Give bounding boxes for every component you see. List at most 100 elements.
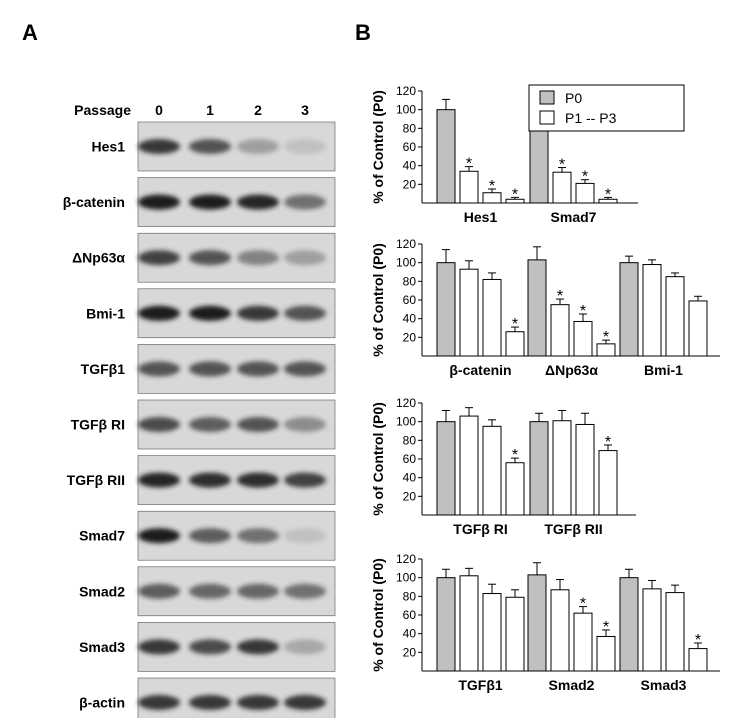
y-tick-label: 20 (403, 489, 417, 503)
category-label: TGFβ RII (544, 521, 602, 537)
blot-band (138, 583, 180, 599)
lane-label: 0 (155, 102, 163, 118)
y-tick-label: 100 (396, 415, 416, 429)
blot-row: β-actin (79, 677, 336, 718)
legend-label-p0: P0 (565, 90, 582, 106)
y-tick-label: 60 (403, 452, 417, 466)
blot-row: β-catenin (63, 177, 336, 227)
bar (482, 593, 502, 672)
y-tick-label: 100 (396, 256, 416, 270)
blot-band (284, 639, 326, 655)
blot-band (189, 417, 231, 432)
panel-a-letter: A (22, 20, 38, 45)
blot-band (138, 139, 180, 154)
category-label: ΔNp63α (545, 362, 598, 378)
blot-band (237, 639, 279, 655)
blot-band (237, 528, 279, 544)
significance-marker: * (605, 186, 611, 203)
blot-band (138, 305, 180, 321)
bar-chart: 20 40 60 80 100 120 % of Control (P0) * * * Hes1 * *… (370, 84, 638, 225)
blot-band (284, 361, 326, 377)
blot-band (284, 695, 326, 710)
legend-swatch-p1-p3 (539, 110, 555, 125)
blot-band (189, 695, 231, 710)
bar (459, 268, 479, 357)
bar (575, 423, 595, 516)
y-tick-label: 20 (403, 330, 417, 344)
blot-band (237, 361, 279, 377)
bar (459, 575, 479, 672)
blot-band (138, 361, 180, 377)
significance-marker: * (603, 619, 609, 636)
bar (596, 635, 616, 672)
blot-band (189, 472, 231, 488)
y-tick-label: 80 (403, 274, 417, 288)
y-axis-label: % of Control (P0) (370, 402, 386, 516)
y-tick-label: 60 (403, 293, 417, 307)
y-tick-label: 40 (403, 159, 417, 173)
western-blot: Passage 0 1 2 3 Hes1 β-catenin ΔNp63α Bmi-1 TGFβ… (63, 102, 336, 718)
blot-band (284, 250, 326, 266)
y-tick-label: 120 (396, 84, 416, 98)
bar (482, 192, 502, 204)
bar (436, 577, 456, 672)
category-label: TGFβ1 (458, 677, 503, 693)
y-tick-label: 40 (403, 471, 417, 485)
y-tick-label: 80 (403, 433, 417, 447)
significance-marker: * (580, 596, 586, 613)
bar (642, 588, 662, 672)
bar (619, 262, 639, 357)
blot-row-label: Smad3 (79, 639, 125, 655)
bar (505, 462, 525, 516)
bar (527, 574, 547, 672)
bar (527, 259, 547, 357)
blot-band (189, 528, 231, 544)
legend-label-p1-p3: P1 -- P3 (565, 110, 617, 126)
bar (436, 262, 456, 357)
blot-row: Smad2 (79, 566, 336, 617)
blot-band (284, 583, 326, 599)
bar (552, 420, 572, 516)
bar (642, 264, 662, 357)
blot-band (138, 417, 180, 432)
significance-marker: * (512, 447, 518, 464)
bar-chart: 20 40 60 80 100 120 % of Control (P0) * β-cateni… (370, 237, 720, 378)
blot-band (284, 528, 326, 544)
significance-marker: * (605, 434, 611, 451)
blot-band (189, 583, 231, 599)
bar (482, 278, 502, 357)
blot-band (284, 417, 326, 432)
blot-band (237, 250, 279, 266)
blot-row: Hes1 (92, 121, 336, 172)
bar (665, 276, 685, 357)
blot-row-label: β-actin (79, 695, 125, 711)
blot-band (189, 194, 231, 210)
bar (505, 198, 525, 204)
blot-band (237, 695, 279, 710)
panel-b-letter: B (355, 20, 371, 45)
blot-band (284, 194, 326, 210)
y-tick-label: 40 (403, 312, 417, 326)
y-tick-label: 60 (403, 608, 417, 622)
blot-row-label: TGFβ RII (67, 472, 125, 488)
blot-band (284, 472, 326, 488)
blot-band (237, 583, 279, 599)
blot-band (189, 305, 231, 321)
blot-row: TGFβ RII (67, 455, 336, 505)
significance-marker: * (489, 178, 495, 195)
bar (665, 592, 685, 672)
bar (598, 198, 618, 204)
bar-chart: 20 40 60 80 100 120 % of Control (P0) * TGFβ RI *… (370, 396, 636, 537)
bar (598, 450, 618, 516)
y-tick-label: 120 (396, 396, 416, 410)
blot-band (237, 417, 279, 432)
y-axis-label: % of Control (P0) (370, 90, 386, 204)
significance-marker: * (512, 316, 518, 333)
significance-marker: * (559, 157, 565, 174)
legend-box (528, 84, 685, 132)
lane-label: 3 (301, 102, 309, 118)
blot-band (284, 305, 326, 321)
blot-band (189, 639, 231, 655)
blot-row-label: TGFβ1 (81, 361, 126, 377)
